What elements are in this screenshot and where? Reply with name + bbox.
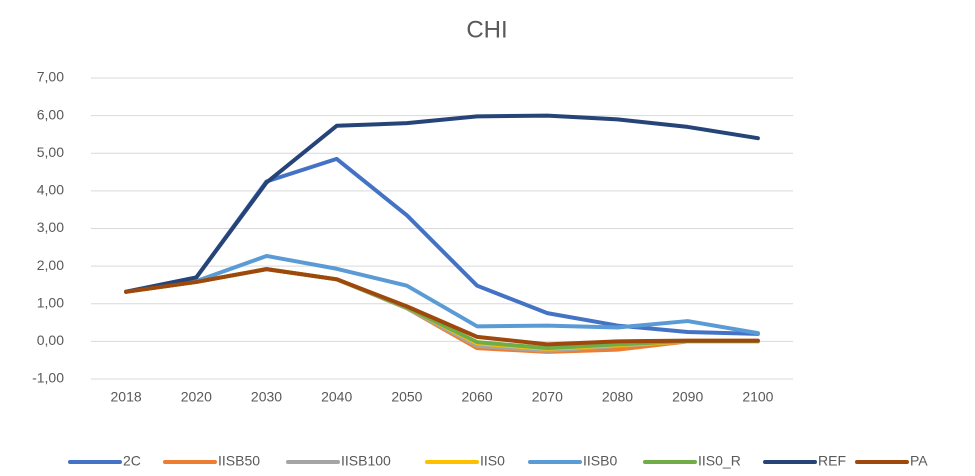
y-tick-label: 4,00 <box>37 182 64 198</box>
y-tick-label: -1,00 <box>32 370 64 386</box>
series-line <box>124 267 760 347</box>
chart-title: CHI <box>466 16 507 43</box>
x-tick-label: 2070 <box>532 389 563 405</box>
legend-label: PA <box>910 453 928 469</box>
x-tick-label: 2040 <box>321 389 352 405</box>
legend-label: REF <box>818 453 846 469</box>
series-line <box>124 113 760 294</box>
x-tick-label: 2020 <box>181 389 212 405</box>
y-tick-label: 0,00 <box>37 332 64 348</box>
legend-label: IIS0 <box>480 453 505 469</box>
x-tick-label: 2030 <box>251 389 282 405</box>
series-line <box>124 267 760 351</box>
y-tick-label: 5,00 <box>37 144 64 160</box>
x-tick-label: 2060 <box>462 389 493 405</box>
legend-label: IISB50 <box>218 453 260 469</box>
x-tick-label: 2018 <box>111 389 142 405</box>
x-tick-label: 2090 <box>672 389 703 405</box>
y-tick-label: 6,00 <box>37 106 64 122</box>
y-tick-label: 7,00 <box>37 69 64 85</box>
x-tick-label: 2050 <box>391 389 422 405</box>
legend-label: IIS0_R <box>698 453 741 469</box>
legend-label: IISB100 <box>341 453 391 469</box>
y-tick-label: 2,00 <box>37 257 64 273</box>
legend-label: 2C <box>123 453 141 469</box>
y-tick-label: 3,00 <box>37 219 64 235</box>
series-line <box>124 267 760 353</box>
x-tick-label: 2100 <box>742 389 773 405</box>
x-tick-label: 2080 <box>602 389 633 405</box>
series-line <box>124 253 760 336</box>
legend-label: IISB0 <box>583 453 617 469</box>
y-tick-label: 1,00 <box>37 294 64 310</box>
series-line <box>124 267 760 351</box>
